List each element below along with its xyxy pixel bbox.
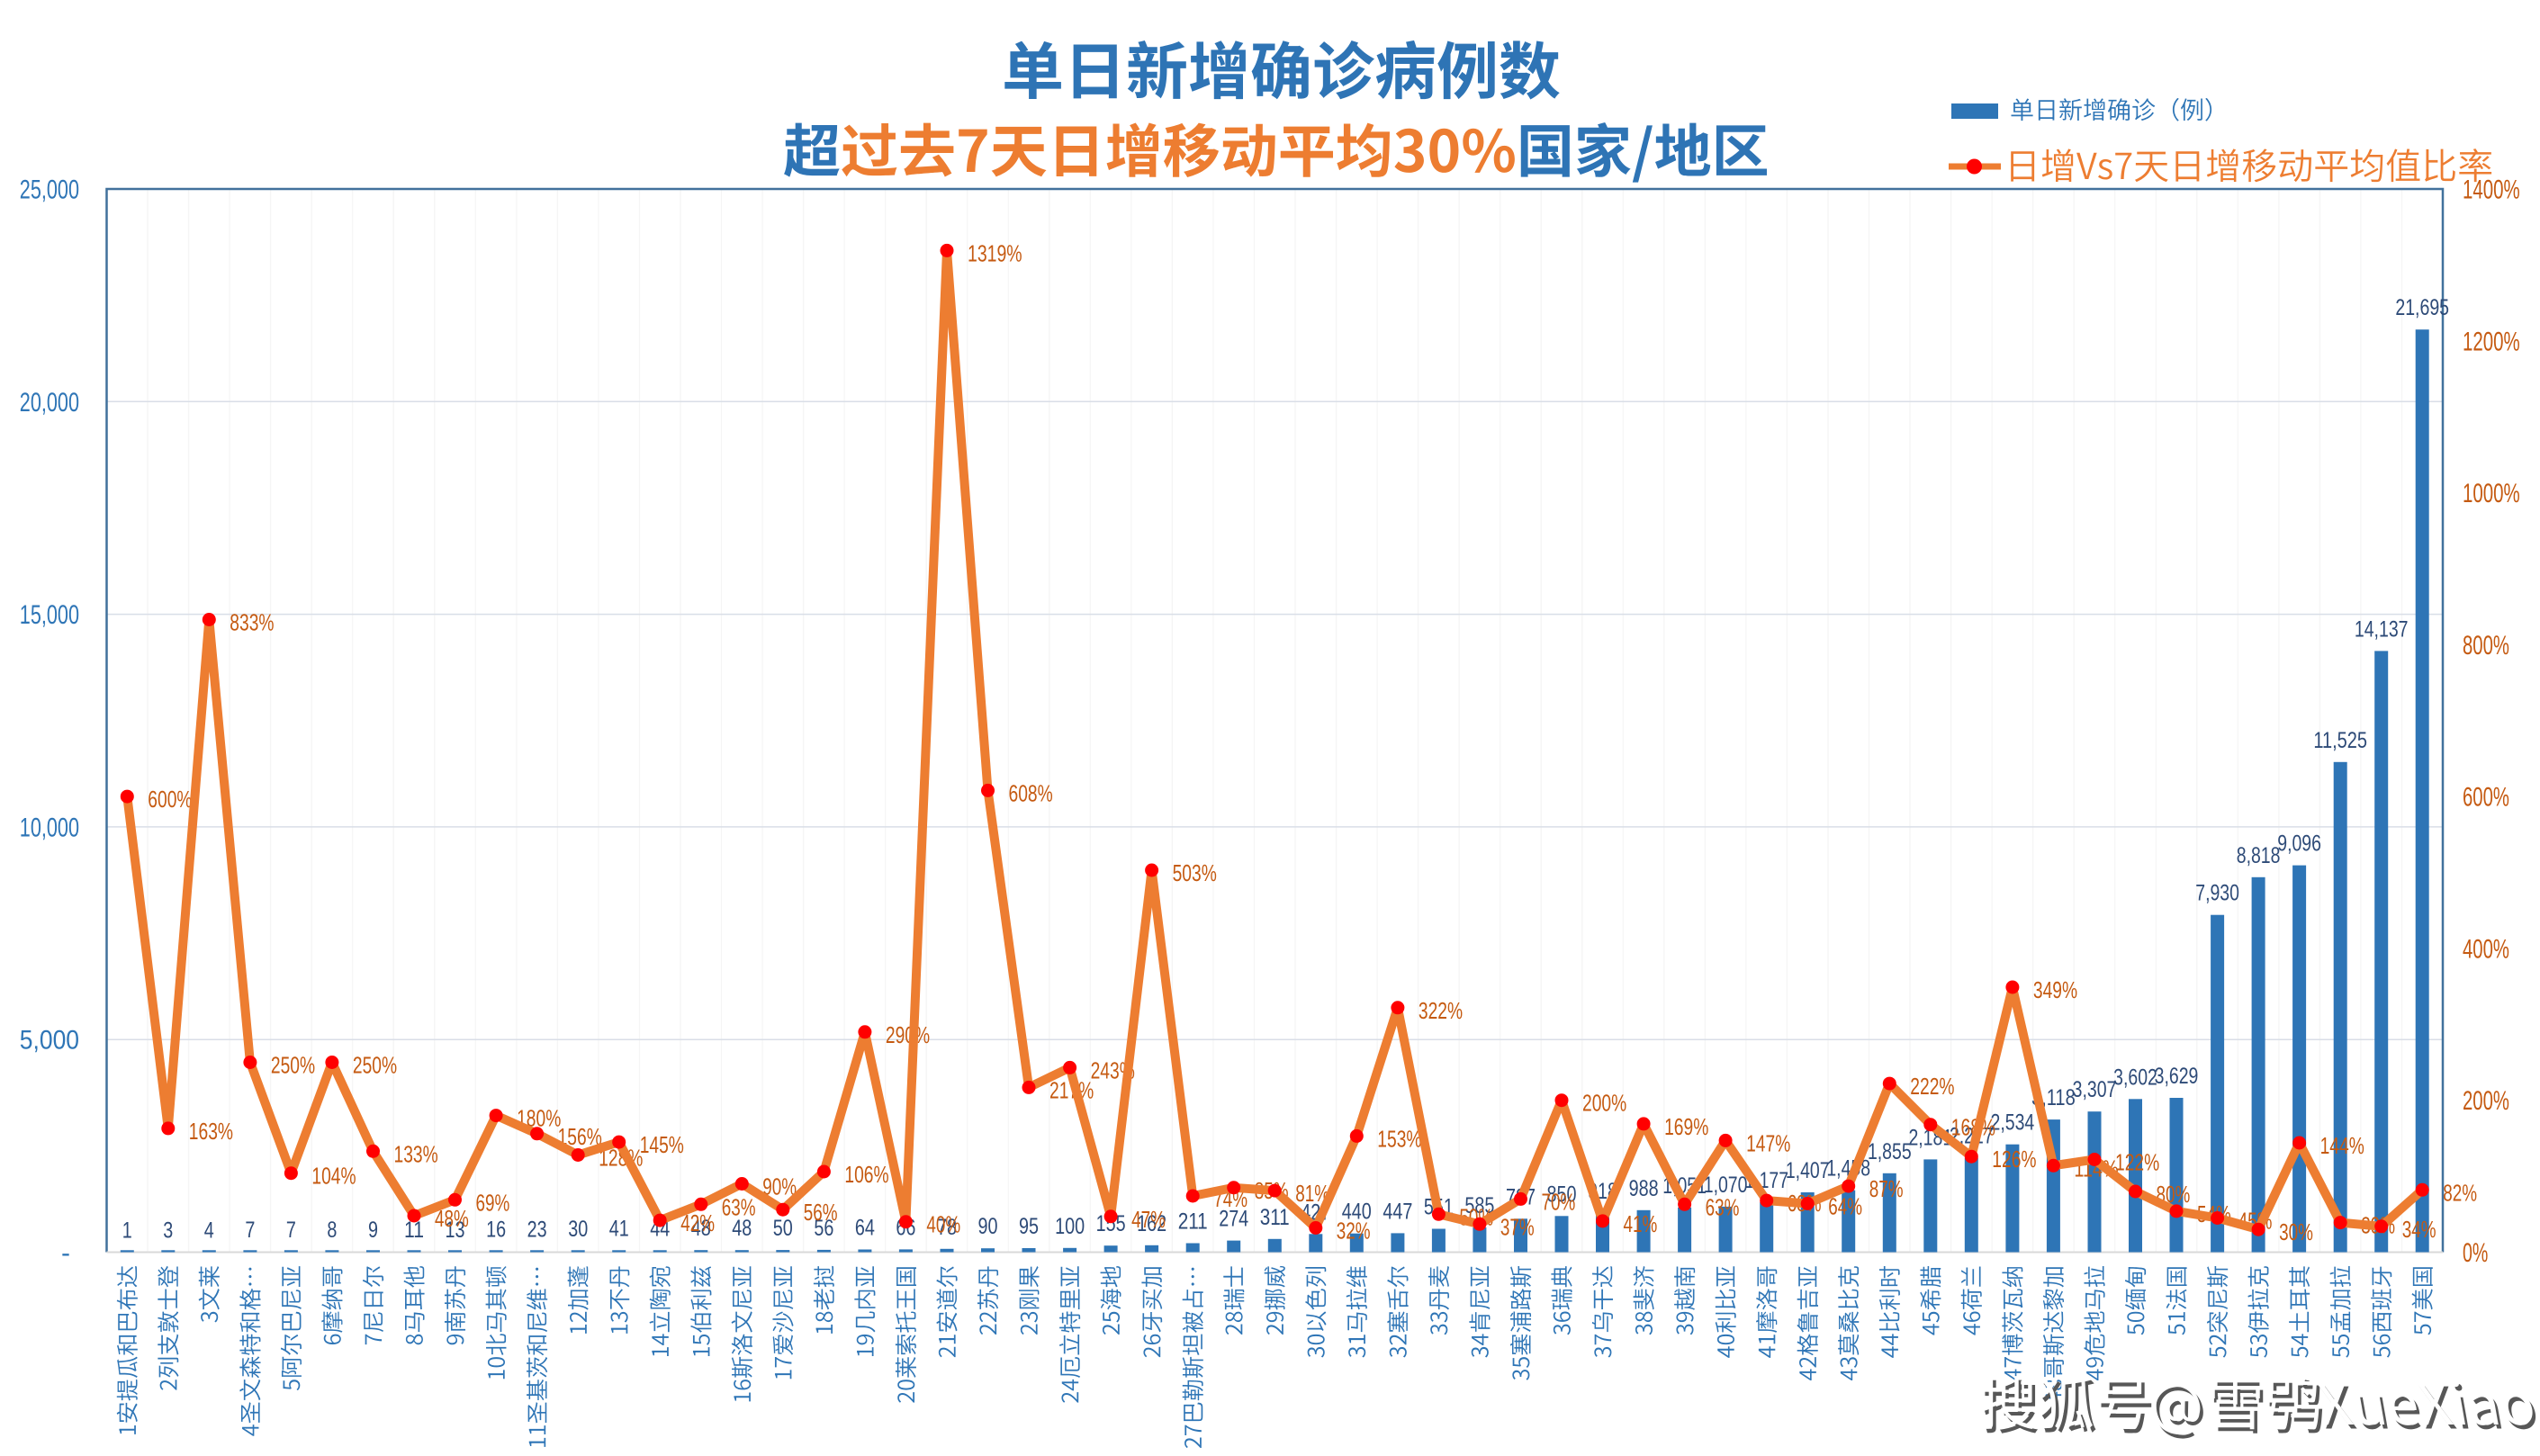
svg-text:600%: 600% bbox=[2463, 783, 2509, 813]
svg-text:0%: 0% bbox=[2463, 1238, 2488, 1268]
svg-text:11: 11 bbox=[404, 1218, 424, 1243]
svg-text:200%: 200% bbox=[2463, 1086, 2509, 1116]
svg-text:41%: 41% bbox=[1624, 1210, 1658, 1237]
svg-text:64: 64 bbox=[855, 1216, 875, 1241]
svg-text:20,000: 20,000 bbox=[20, 388, 79, 418]
svg-text:69%: 69% bbox=[476, 1189, 510, 1216]
svg-text:100: 100 bbox=[1055, 1214, 1085, 1239]
svg-text:47%: 47% bbox=[1131, 1206, 1166, 1233]
svg-text:169%: 169% bbox=[1664, 1113, 1708, 1140]
svg-text:400%: 400% bbox=[2463, 934, 2509, 964]
svg-text:322%: 322% bbox=[1419, 997, 1463, 1024]
svg-text:447: 447 bbox=[1383, 1199, 1412, 1224]
svg-text:222%: 222% bbox=[1910, 1073, 1954, 1100]
svg-text:7,930: 7,930 bbox=[2195, 881, 2239, 906]
svg-text:4: 4 bbox=[204, 1218, 214, 1243]
svg-text:32%: 32% bbox=[1337, 1218, 1371, 1245]
svg-text:3,602: 3,602 bbox=[2113, 1065, 2157, 1090]
svg-text:104%: 104% bbox=[311, 1163, 356, 1190]
svg-text:1: 1 bbox=[122, 1218, 132, 1244]
svg-text:63%: 63% bbox=[1706, 1193, 1740, 1220]
svg-text:250%: 250% bbox=[353, 1052, 397, 1079]
svg-text:250%: 250% bbox=[271, 1052, 315, 1079]
svg-text:15,000: 15,000 bbox=[20, 600, 79, 630]
svg-text:1000%: 1000% bbox=[2463, 479, 2520, 508]
svg-text:10,000: 10,000 bbox=[20, 813, 79, 842]
svg-text:50: 50 bbox=[773, 1216, 793, 1241]
svg-text:7: 7 bbox=[245, 1218, 255, 1243]
svg-text:8: 8 bbox=[327, 1218, 337, 1243]
svg-text:95: 95 bbox=[1019, 1214, 1039, 1239]
svg-text:11,525: 11,525 bbox=[2313, 728, 2367, 753]
svg-text:41: 41 bbox=[609, 1217, 629, 1242]
svg-text:1200%: 1200% bbox=[2463, 327, 2520, 356]
svg-text:1319%: 1319% bbox=[968, 239, 1022, 266]
svg-text:311: 311 bbox=[1260, 1205, 1290, 1230]
svg-text:126%: 126% bbox=[1992, 1146, 2036, 1173]
svg-text:274: 274 bbox=[1219, 1207, 1248, 1232]
svg-text:3,307: 3,307 bbox=[2073, 1077, 2117, 1102]
svg-text:600%: 600% bbox=[148, 786, 192, 813]
svg-text:78: 78 bbox=[937, 1215, 957, 1240]
svg-text:5,000: 5,000 bbox=[20, 1026, 79, 1056]
svg-text:9,096: 9,096 bbox=[2277, 831, 2321, 857]
svg-text:34%: 34% bbox=[2402, 1216, 2436, 1243]
svg-text:30: 30 bbox=[568, 1217, 588, 1242]
svg-text:64%: 64% bbox=[1828, 1193, 1862, 1220]
svg-text:8,818: 8,818 bbox=[2237, 843, 2281, 868]
svg-text:16: 16 bbox=[486, 1218, 506, 1243]
svg-text:145%: 145% bbox=[640, 1131, 684, 1158]
svg-text:833%: 833% bbox=[230, 609, 274, 636]
svg-text:2,534: 2,534 bbox=[1991, 1110, 2035, 1136]
svg-text:850: 850 bbox=[1547, 1182, 1577, 1207]
svg-text:800%: 800% bbox=[2463, 631, 2509, 661]
svg-text:1,855: 1,855 bbox=[1868, 1139, 1912, 1164]
svg-text:23: 23 bbox=[527, 1217, 547, 1242]
svg-text:87%: 87% bbox=[1869, 1175, 1904, 1202]
svg-text:7: 7 bbox=[286, 1218, 296, 1243]
svg-text:90: 90 bbox=[978, 1214, 998, 1239]
svg-text:13: 13 bbox=[446, 1218, 465, 1243]
svg-text:9: 9 bbox=[368, 1218, 378, 1243]
svg-text:211: 211 bbox=[1178, 1209, 1208, 1235]
svg-text:349%: 349% bbox=[2033, 976, 2077, 1003]
svg-text:56%: 56% bbox=[804, 1199, 838, 1226]
svg-text:200%: 200% bbox=[1582, 1090, 1626, 1117]
svg-text:153%: 153% bbox=[1377, 1125, 1421, 1152]
svg-text:70%: 70% bbox=[1542, 1188, 1576, 1215]
svg-text:30%: 30% bbox=[2279, 1218, 2313, 1245]
svg-text:290%: 290% bbox=[886, 1021, 930, 1048]
svg-text:-: - bbox=[61, 1238, 70, 1268]
svg-text:56: 56 bbox=[814, 1216, 833, 1241]
svg-text:40%: 40% bbox=[926, 1211, 960, 1238]
svg-text:147%: 147% bbox=[1746, 1129, 1790, 1156]
svg-text:1400%: 1400% bbox=[2463, 175, 2520, 205]
svg-text:21,695: 21,695 bbox=[2395, 295, 2449, 320]
svg-text:1,070: 1,070 bbox=[1704, 1173, 1748, 1198]
svg-text:163%: 163% bbox=[189, 1118, 233, 1145]
svg-text:440: 440 bbox=[1342, 1200, 1372, 1225]
svg-text:25,000: 25,000 bbox=[20, 175, 79, 205]
svg-text:14,137: 14,137 bbox=[2355, 616, 2409, 642]
svg-text:1,407: 1,407 bbox=[1786, 1158, 1830, 1183]
svg-text:37%: 37% bbox=[1500, 1213, 1535, 1240]
svg-text:3,629: 3,629 bbox=[2155, 1064, 2199, 1089]
svg-text:48: 48 bbox=[691, 1216, 711, 1241]
svg-text:122%: 122% bbox=[2115, 1149, 2159, 1176]
svg-text:503%: 503% bbox=[1173, 859, 1217, 886]
svg-text:162: 162 bbox=[1137, 1211, 1166, 1236]
svg-text:82%: 82% bbox=[2443, 1179, 2477, 1206]
svg-text:988: 988 bbox=[1629, 1176, 1659, 1201]
svg-text:144%: 144% bbox=[2320, 1132, 2364, 1159]
svg-text:48: 48 bbox=[732, 1216, 752, 1241]
svg-text:106%: 106% bbox=[844, 1161, 888, 1188]
svg-text:133%: 133% bbox=[394, 1140, 438, 1167]
svg-text:3: 3 bbox=[163, 1218, 173, 1243]
svg-text:63%: 63% bbox=[722, 1193, 756, 1220]
svg-text:608%: 608% bbox=[1009, 779, 1053, 806]
